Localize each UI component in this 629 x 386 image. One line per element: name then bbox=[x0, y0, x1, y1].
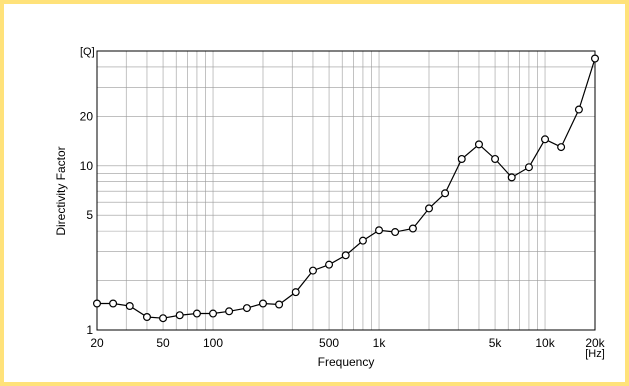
data-point bbox=[125, 302, 134, 311]
data-point bbox=[209, 309, 218, 318]
data-point bbox=[92, 299, 101, 308]
x-unit-label: [Hz] bbox=[585, 348, 605, 360]
data-point bbox=[308, 266, 317, 275]
data-point bbox=[590, 54, 599, 63]
data-point bbox=[109, 299, 118, 308]
x-tick-label: 100 bbox=[203, 336, 223, 350]
x-tick-label: 50 bbox=[156, 336, 170, 350]
data-point bbox=[507, 173, 516, 182]
x-tick-label: 500 bbox=[319, 336, 339, 350]
data-point bbox=[425, 204, 434, 213]
y-tick-label: 10 bbox=[80, 159, 94, 173]
data-point bbox=[341, 251, 350, 260]
data-point bbox=[375, 226, 384, 235]
x-axis-title: Frequency bbox=[318, 355, 375, 369]
data-point bbox=[242, 304, 251, 313]
y-tick-label: 1 bbox=[86, 323, 93, 337]
y-unit-label: [Q] bbox=[80, 46, 95, 58]
y-axis: 1 5 10 20 bbox=[80, 109, 94, 337]
data-point bbox=[225, 307, 234, 316]
data-point bbox=[441, 189, 450, 198]
x-tick-label: 20 bbox=[90, 336, 104, 350]
y-tick-label: 5 bbox=[86, 208, 93, 222]
data-point bbox=[408, 224, 417, 233]
x-axis: 20 50 100 500 1k 5k 10k 20k bbox=[90, 336, 605, 350]
data-point bbox=[325, 260, 334, 269]
data-point bbox=[259, 299, 268, 308]
data-point bbox=[358, 236, 367, 245]
x-tick-label: 10k bbox=[535, 336, 555, 350]
data-point bbox=[275, 300, 284, 309]
x-tick-label: 5k bbox=[489, 336, 503, 350]
x-tick-label: 1k bbox=[373, 336, 387, 350]
x-tick-label: 20k bbox=[585, 336, 605, 350]
data-point bbox=[391, 228, 400, 237]
grid bbox=[97, 51, 595, 330]
y-axis-title: Directivity Factor bbox=[54, 146, 68, 235]
series-line bbox=[97, 58, 596, 319]
data-point bbox=[159, 314, 168, 323]
data-point bbox=[557, 143, 566, 152]
data-point bbox=[457, 154, 466, 163]
data-point bbox=[491, 154, 500, 163]
data-point bbox=[474, 140, 483, 149]
plot-area bbox=[96, 50, 596, 331]
data-point bbox=[142, 312, 151, 321]
data-point bbox=[291, 288, 300, 297]
data-point bbox=[541, 135, 550, 144]
y-tick-label: 20 bbox=[80, 109, 94, 123]
data-point bbox=[574, 105, 583, 114]
data-point bbox=[192, 309, 201, 318]
data-point bbox=[175, 311, 184, 320]
data-point bbox=[524, 163, 533, 172]
series-markers bbox=[92, 54, 599, 323]
